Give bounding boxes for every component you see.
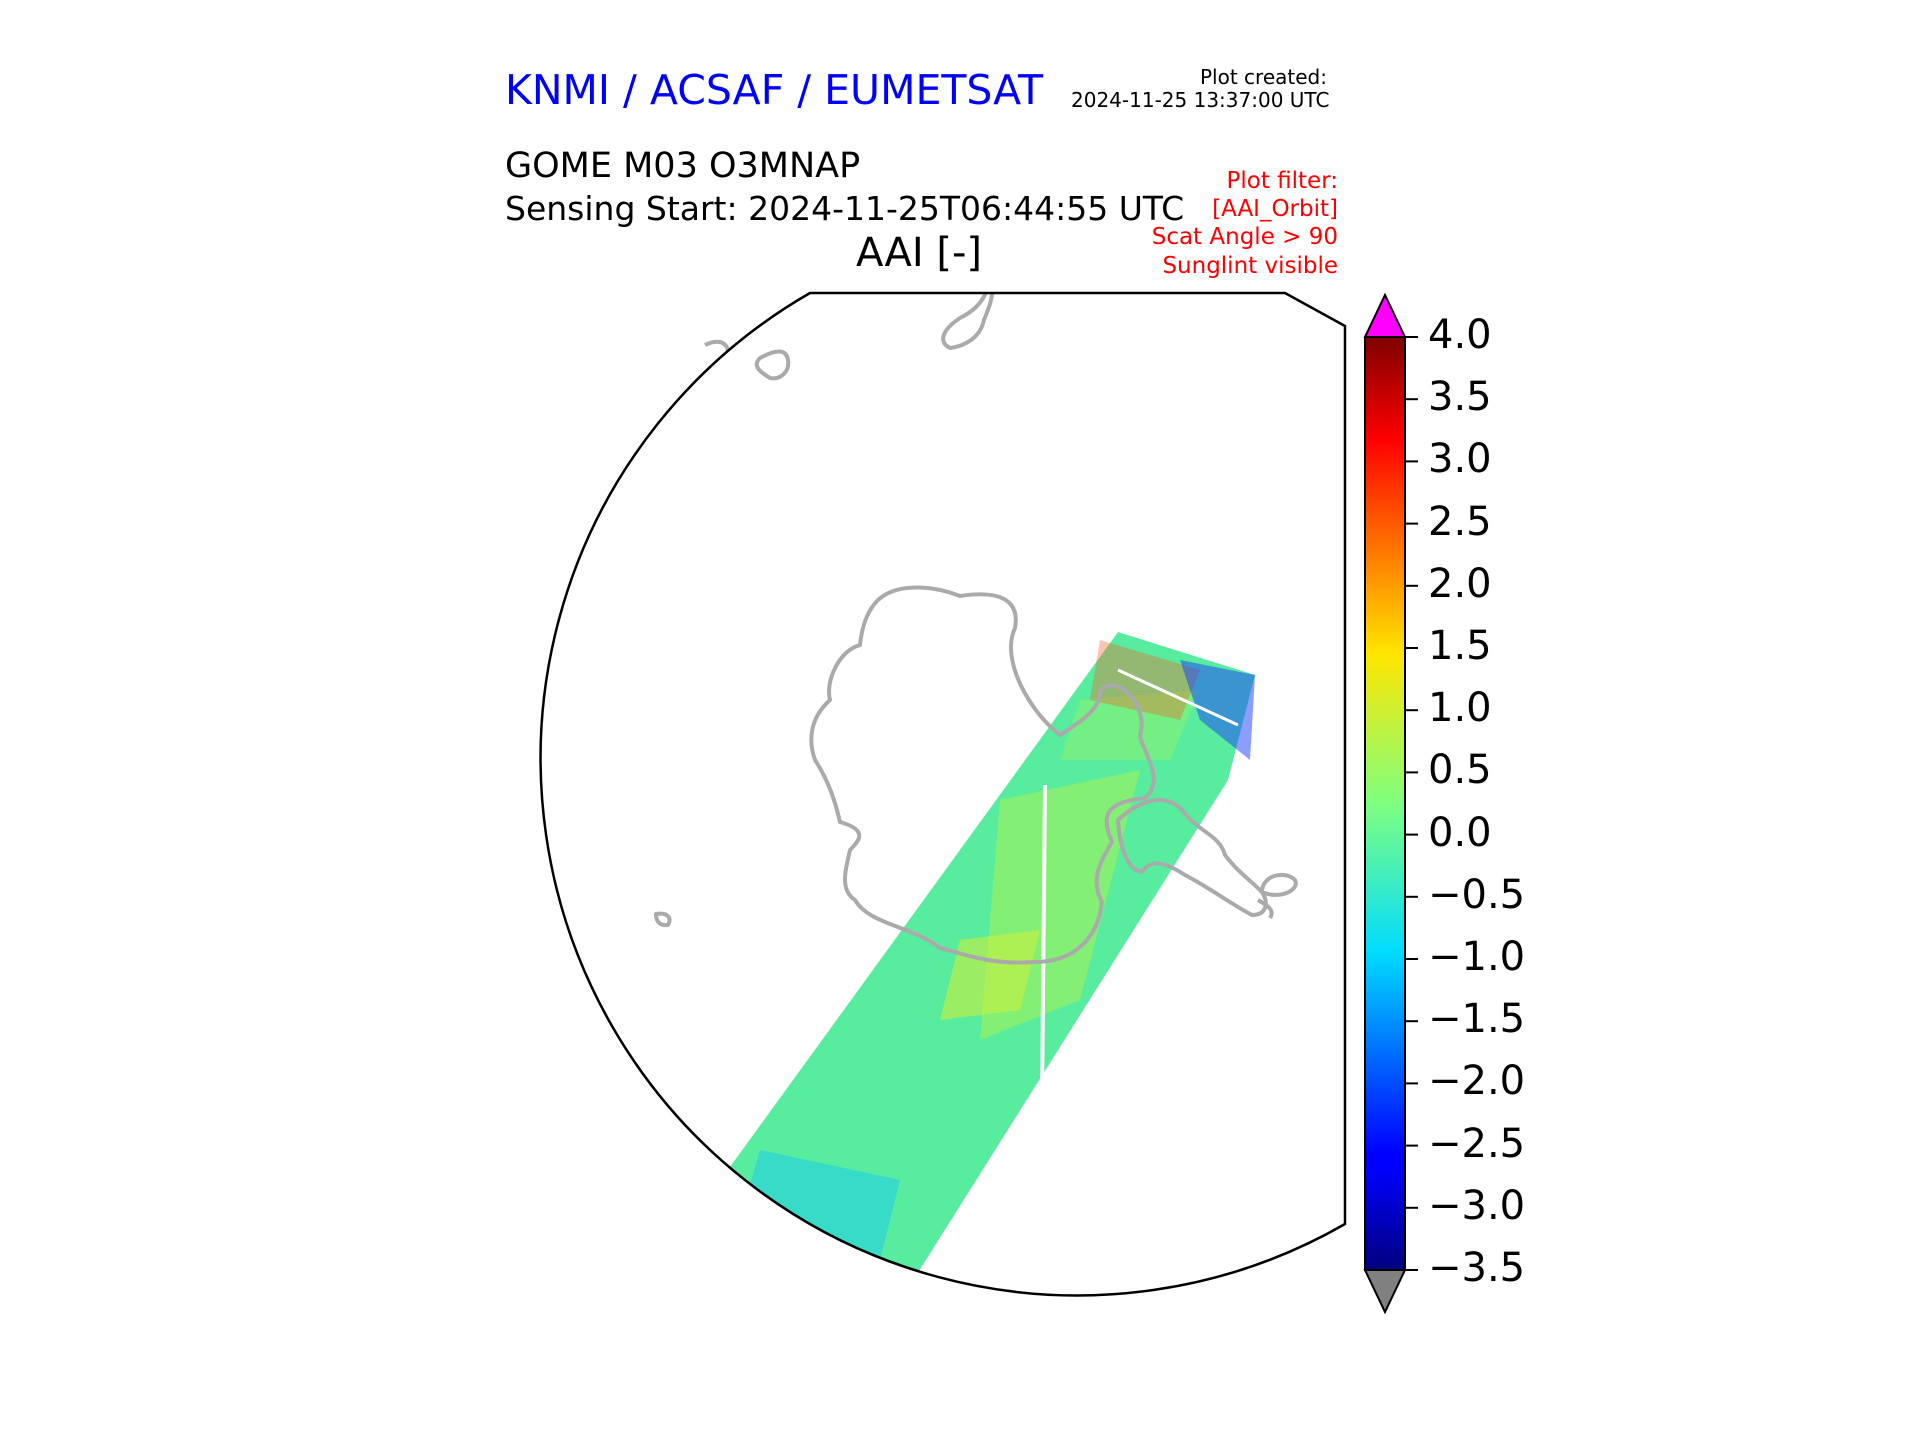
colorbar-tick-label: −3.0 (1428, 1182, 1526, 1229)
colorbar-tick-label: −1.5 (1428, 996, 1526, 1043)
parameter-title: AAI [-] (856, 230, 982, 276)
product-name: GOME M03 O3MNAP (505, 146, 861, 186)
sensing-start: Sensing Start: 2024-11-25T06:44:55 UTC (505, 189, 1185, 228)
colorbar-tick-label: 0.0 (1428, 809, 1492, 856)
colorbar-tick-label: 1.5 (1428, 623, 1492, 669)
colorbar-tick-label: −3.5 (1428, 1245, 1526, 1291)
organization-title: KNMI / ACSAF / EUMETSAT (505, 66, 1044, 114)
colorbar-tick-label: 0.5 (1428, 747, 1492, 794)
map-boundary (539, 291, 1347, 1297)
colorbar-tick-label: 2.0 (1428, 560, 1492, 607)
plot-filter-sunglint: Sunglint visible (1162, 253, 1338, 279)
colorbar-tick-label: 3.0 (1428, 436, 1492, 483)
colorbar-tick-label: 1.0 (1428, 685, 1492, 732)
colorbar-tick-label: 4.0 (1428, 312, 1492, 358)
colorbar-tick-label: −2.0 (1428, 1058, 1526, 1105)
plot-created-label: Plot created: (1200, 65, 1327, 89)
coastlines (654, 292, 1298, 965)
colorbar-over-triangle (1363, 292, 1407, 338)
plot-created-value: 2024-11-25 13:37:00 UTC (1071, 88, 1330, 112)
colorbar-tick-label: −0.5 (1428, 871, 1526, 918)
colorbar-tick-label: −1.0 (1428, 934, 1526, 980)
colorbar-gradient (1364, 336, 1406, 1271)
colorbar-tick-label: 3.5 (1428, 374, 1492, 421)
colorbar-tick-label: 2.5 (1428, 498, 1492, 545)
colorbar-under-triangle (1363, 1269, 1407, 1315)
plot-filter-scat-angle: Scat Angle > 90 (1151, 224, 1338, 250)
plot-filter-orbit: [AAI_Orbit] (1212, 196, 1338, 222)
colorbar-ticks (1405, 336, 1418, 1271)
colorbar-tick-label: −2.5 (1428, 1120, 1526, 1167)
aai-swath (706, 632, 1255, 1290)
plot-filter-label: Plot filter: (1226, 168, 1338, 194)
